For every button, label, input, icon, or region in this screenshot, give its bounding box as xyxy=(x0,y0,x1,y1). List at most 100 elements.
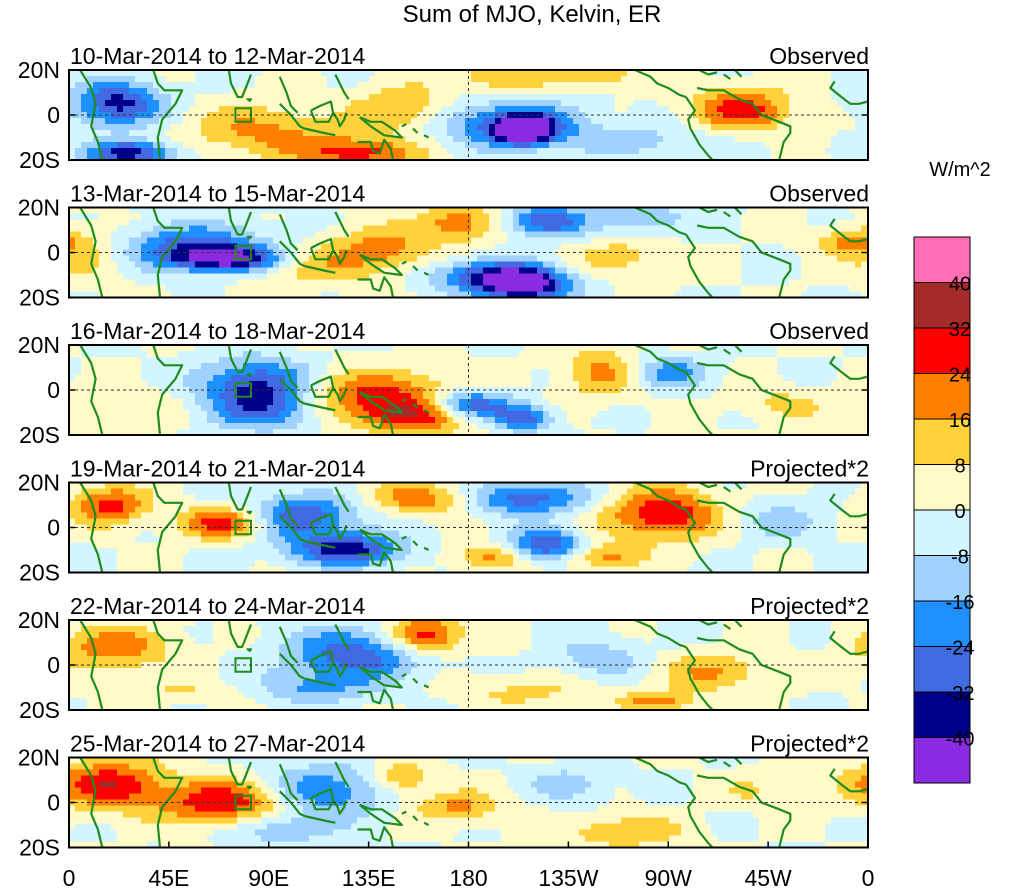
coastline xyxy=(734,70,743,78)
field-cell xyxy=(315,225,322,232)
field-cell xyxy=(111,154,118,160)
field-cell xyxy=(333,124,340,131)
field-cell xyxy=(189,291,196,298)
field-cell xyxy=(507,213,514,220)
field-cell xyxy=(477,148,484,155)
field-cell xyxy=(87,154,94,160)
field-cell xyxy=(183,94,190,101)
field-cell xyxy=(417,118,424,125)
field-cell xyxy=(279,136,286,143)
field-cell xyxy=(567,225,574,232)
field-cell xyxy=(735,351,742,358)
field-cell xyxy=(423,345,430,352)
field-cell xyxy=(609,345,616,352)
field-cell xyxy=(849,369,856,376)
field-cell xyxy=(321,225,328,232)
field-cell xyxy=(597,88,604,95)
field-cell xyxy=(405,118,412,125)
field-cell xyxy=(351,207,358,214)
field-cell xyxy=(183,213,190,220)
field-cell xyxy=(465,285,472,292)
field-cell xyxy=(153,357,160,364)
field-cell xyxy=(225,94,232,101)
field-cell xyxy=(327,255,334,262)
field-cell xyxy=(213,237,220,244)
field-cell xyxy=(555,369,562,376)
field-cell xyxy=(735,375,742,382)
field-cell xyxy=(309,70,316,77)
field-cell xyxy=(435,381,442,388)
field-cell xyxy=(273,243,280,250)
field-cell xyxy=(309,76,316,83)
field-cell xyxy=(801,70,808,77)
field-cell xyxy=(669,213,676,220)
field-cell xyxy=(405,231,412,238)
field-cell xyxy=(129,76,136,83)
field-cell xyxy=(519,136,526,143)
field-cell xyxy=(543,291,550,298)
field-cell xyxy=(621,255,628,262)
field-cell xyxy=(825,243,832,250)
field-cell xyxy=(747,88,754,95)
field-cell xyxy=(387,142,394,149)
field-cell xyxy=(81,82,88,89)
field-cell xyxy=(537,375,544,382)
field-cell xyxy=(237,219,244,226)
field-cell xyxy=(603,285,610,292)
field-cell xyxy=(429,112,436,119)
field-cell xyxy=(465,76,472,83)
field-cell xyxy=(753,154,760,160)
field-cell xyxy=(615,88,622,95)
field-cell xyxy=(759,100,766,107)
field-cell xyxy=(453,82,460,89)
field-cell xyxy=(513,88,520,95)
field-cell xyxy=(795,363,802,370)
field-cell xyxy=(393,357,400,364)
field-cell xyxy=(789,136,796,143)
field-cell xyxy=(417,261,424,268)
field-cell xyxy=(267,363,274,370)
field-cell xyxy=(177,273,184,280)
field-cell xyxy=(339,291,346,298)
field-cell xyxy=(135,225,142,232)
field-cell xyxy=(321,381,328,388)
field-cell xyxy=(663,82,670,89)
field-cell xyxy=(561,118,568,125)
field-cell xyxy=(447,267,454,274)
field-cell xyxy=(651,124,658,131)
field-cell xyxy=(291,100,298,107)
field-cell xyxy=(501,255,508,262)
field-cell xyxy=(309,142,316,149)
field-cell xyxy=(633,213,640,220)
field-cell xyxy=(219,261,226,268)
field-cell xyxy=(327,70,334,77)
field-cell xyxy=(663,291,670,298)
field-cell xyxy=(651,100,658,107)
field-cell xyxy=(819,136,826,143)
field-cell xyxy=(399,100,406,107)
field-cell xyxy=(537,351,544,358)
field-cell xyxy=(255,219,262,226)
field-cell xyxy=(609,261,616,268)
field-cell xyxy=(219,255,226,262)
field-cell xyxy=(855,154,862,160)
field-cell xyxy=(219,76,226,83)
field-cell xyxy=(423,82,430,89)
field-cell xyxy=(87,267,94,274)
field-cell xyxy=(567,255,574,262)
field-cell xyxy=(255,291,262,298)
field-cell xyxy=(531,279,538,286)
field-cell xyxy=(243,142,250,149)
field-cell xyxy=(417,243,424,250)
field-cell xyxy=(831,76,838,83)
field-cell xyxy=(681,375,688,382)
field-cell xyxy=(297,369,304,376)
field-cell xyxy=(81,124,88,131)
field-cell xyxy=(717,213,724,220)
field-cell xyxy=(585,255,592,262)
field-cell xyxy=(375,142,382,149)
field-cell xyxy=(483,381,490,388)
field-cell xyxy=(453,357,460,364)
field-cell xyxy=(345,82,352,89)
field-cell xyxy=(717,82,724,89)
